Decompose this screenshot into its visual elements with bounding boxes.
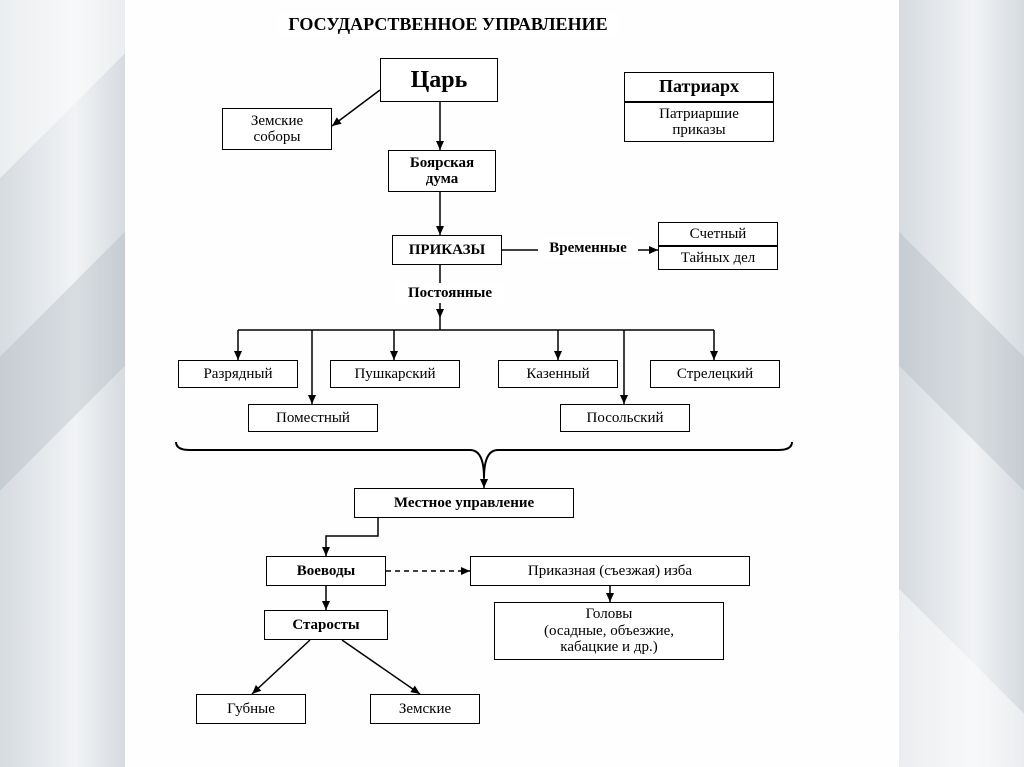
node-schetny: Счетный bbox=[658, 222, 778, 246]
node-golovy: Головы (осадные, объезжие, кабацкие и др… bbox=[494, 602, 724, 660]
node-strelets: Стрелецкий bbox=[650, 360, 780, 388]
node-prik_izba: Приказная (съезжая) изба bbox=[470, 556, 750, 586]
node-gubnye: Губные bbox=[196, 694, 306, 724]
node-local: Местное управление bbox=[354, 488, 574, 518]
node-patr_prik: Патриаршие приказы bbox=[624, 102, 774, 142]
node-pushkar: Пушкарский bbox=[330, 360, 460, 388]
node-zemskie: Земские bbox=[370, 694, 480, 724]
node-title: ГОСУДАРСТВЕННОЕ УПРАВЛЕНИЕ bbox=[278, 14, 618, 36]
node-posol: Посольский bbox=[560, 404, 690, 432]
node-boyar: Боярская дума bbox=[388, 150, 496, 192]
node-razryad: Разрядный bbox=[178, 360, 298, 388]
node-kazen: Казенный bbox=[498, 360, 618, 388]
node-tainykh: Тайных дел bbox=[658, 246, 778, 270]
node-pomest: Поместный bbox=[248, 404, 378, 432]
node-prikazy: ПРИКАЗЫ bbox=[392, 235, 502, 265]
node-patriarch: Патриарх bbox=[624, 72, 774, 102]
node-tsar: Царь bbox=[380, 58, 498, 102]
node-starosty: Старосты bbox=[264, 610, 388, 640]
node-temporary: Временные bbox=[538, 238, 638, 258]
node-zem_sobor: Земские соборы bbox=[222, 108, 332, 150]
node-voevody: Воеводы bbox=[266, 556, 386, 586]
node-permanent: Постоянные bbox=[395, 283, 505, 303]
